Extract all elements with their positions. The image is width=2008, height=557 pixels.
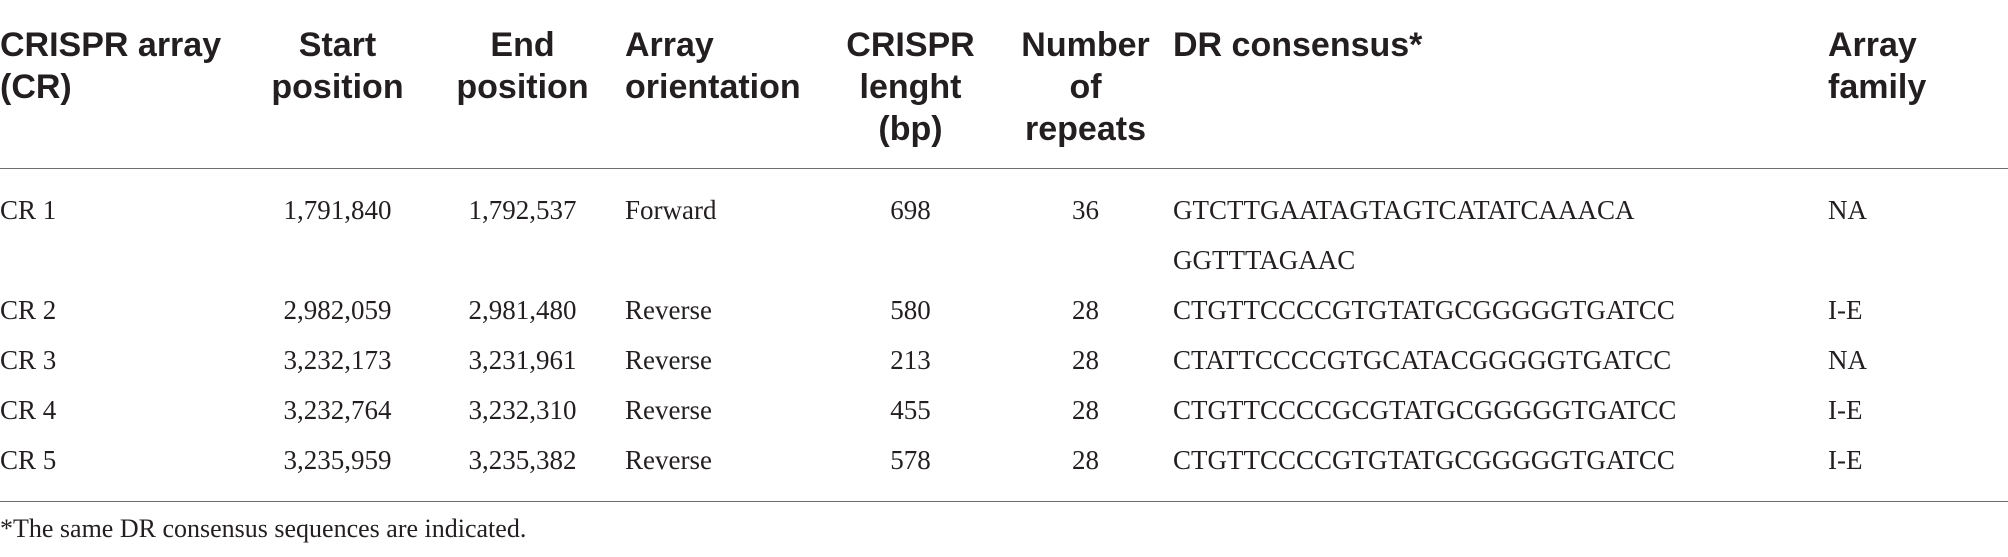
- cell-dr-consensus: GTCTTGAATAGTAGTCATATCAAACA GGTTTAGAAC: [1173, 169, 1828, 286]
- cell-orientation: Reverse: [625, 395, 712, 425]
- cell-orientation: Reverse: [625, 435, 823, 502]
- header-number-of-repeats: Number of repeats: [998, 0, 1173, 169]
- cell-length: 698: [890, 195, 931, 225]
- cell-array: CR 2: [0, 295, 57, 325]
- header-row: CRISPR array (CR) Start position End pos…: [0, 0, 2008, 169]
- cell-dr-consensus: CTGTTCCCCGCGTATGCGGGGGTGATCC: [1173, 395, 1677, 425]
- cell-family: I-E: [1828, 295, 1863, 325]
- cell-length: 578: [823, 435, 998, 502]
- table-row: CR 2 2,982,059 2,981,480 Reverse 580 28 …: [0, 285, 2008, 335]
- header-start-position: Start position: [255, 0, 420, 169]
- header-end-position: End position: [420, 0, 625, 169]
- cell-orientation: Reverse: [625, 345, 712, 375]
- cell-array: CR 4: [0, 395, 57, 425]
- cell-length: 455: [890, 395, 931, 425]
- cell-repeats: 28: [1072, 295, 1099, 325]
- crispr-array-table: CRISPR array (CR) Start position End pos…: [0, 0, 2008, 502]
- cell-repeats: 36: [1072, 195, 1099, 225]
- cell-start: 1,791,840: [283, 195, 392, 225]
- crispr-array-table-container: CRISPR array (CR) Start position End pos…: [0, 0, 2008, 502]
- table-header: CRISPR array (CR) Start position End pos…: [0, 0, 2008, 169]
- cell-dr-consensus: CTATTCCCCGTGCATACGGGGGTGATCC: [1173, 345, 1672, 375]
- dr-sequence-line: GGTTTAGAAC: [1173, 245, 1356, 275]
- cell-dr-consensus: CTGTTCCCCGTGTATGCGGGGGTGATCC: [1173, 295, 1675, 325]
- dr-sequence-line: GTCTTGAATAGTAGTCATATCAAACA: [1173, 195, 1635, 225]
- header-array-family: Array family: [1828, 0, 2008, 169]
- cell-family: I-E: [1828, 435, 2008, 502]
- cell-start: 2,982,059: [283, 295, 392, 325]
- cell-family: NA: [1828, 345, 1867, 375]
- header-dr-consensus: DR consensus*: [1173, 0, 1828, 169]
- cell-start: 3,232,173: [283, 345, 392, 375]
- cell-repeats: 28: [1072, 395, 1099, 425]
- cell-end: 2,981,480: [468, 295, 577, 325]
- cell-family: I-E: [1828, 395, 1863, 425]
- header-crispr-length: CRISPR lenght (bp): [823, 0, 998, 169]
- cell-orientation: Forward: [625, 195, 717, 225]
- table-body: CR 1 1,791,840 1,792,537 Forward 698 36 …: [0, 169, 2008, 502]
- cell-array: CR 5: [0, 435, 255, 502]
- table-row: CR 5 3,235,959 3,235,382 Reverse 578 28 …: [0, 435, 2008, 502]
- table-row: CR 4 3,232,764 3,232,310 Reverse 455 28 …: [0, 385, 2008, 435]
- table-footnote: *The same DR consensus sequences are ind…: [0, 514, 527, 543]
- cell-start: 3,232,764: [283, 395, 392, 425]
- cell-repeats: 28: [998, 435, 1173, 502]
- cell-end: 3,232,310: [468, 395, 577, 425]
- cell-repeats: 28: [1072, 345, 1099, 375]
- table-row: CR 3 3,232,173 3,231,961 Reverse 213 28 …: [0, 335, 2008, 385]
- cell-length: 213: [890, 345, 931, 375]
- cell-length: 580: [890, 295, 931, 325]
- table-row: CR 1 1,791,840 1,792,537 Forward 698 36 …: [0, 169, 2008, 286]
- cell-family: NA: [1828, 195, 1867, 225]
- cell-end: 1,792,537: [468, 195, 577, 225]
- cell-end: 3,231,961: [468, 345, 577, 375]
- cell-end: 3,235,382: [420, 435, 625, 502]
- cell-array: CR 3: [0, 345, 57, 375]
- header-crispr-array: CRISPR array (CR): [0, 0, 255, 169]
- cell-orientation: Reverse: [625, 295, 712, 325]
- cell-start: 3,235,959: [255, 435, 420, 502]
- cell-dr-consensus: CTGTTCCCCGTGTATGCGGGGGTGATCC: [1173, 435, 1828, 502]
- cell-array: CR 1: [0, 195, 57, 225]
- header-array-orientation: Array orientation: [625, 0, 823, 169]
